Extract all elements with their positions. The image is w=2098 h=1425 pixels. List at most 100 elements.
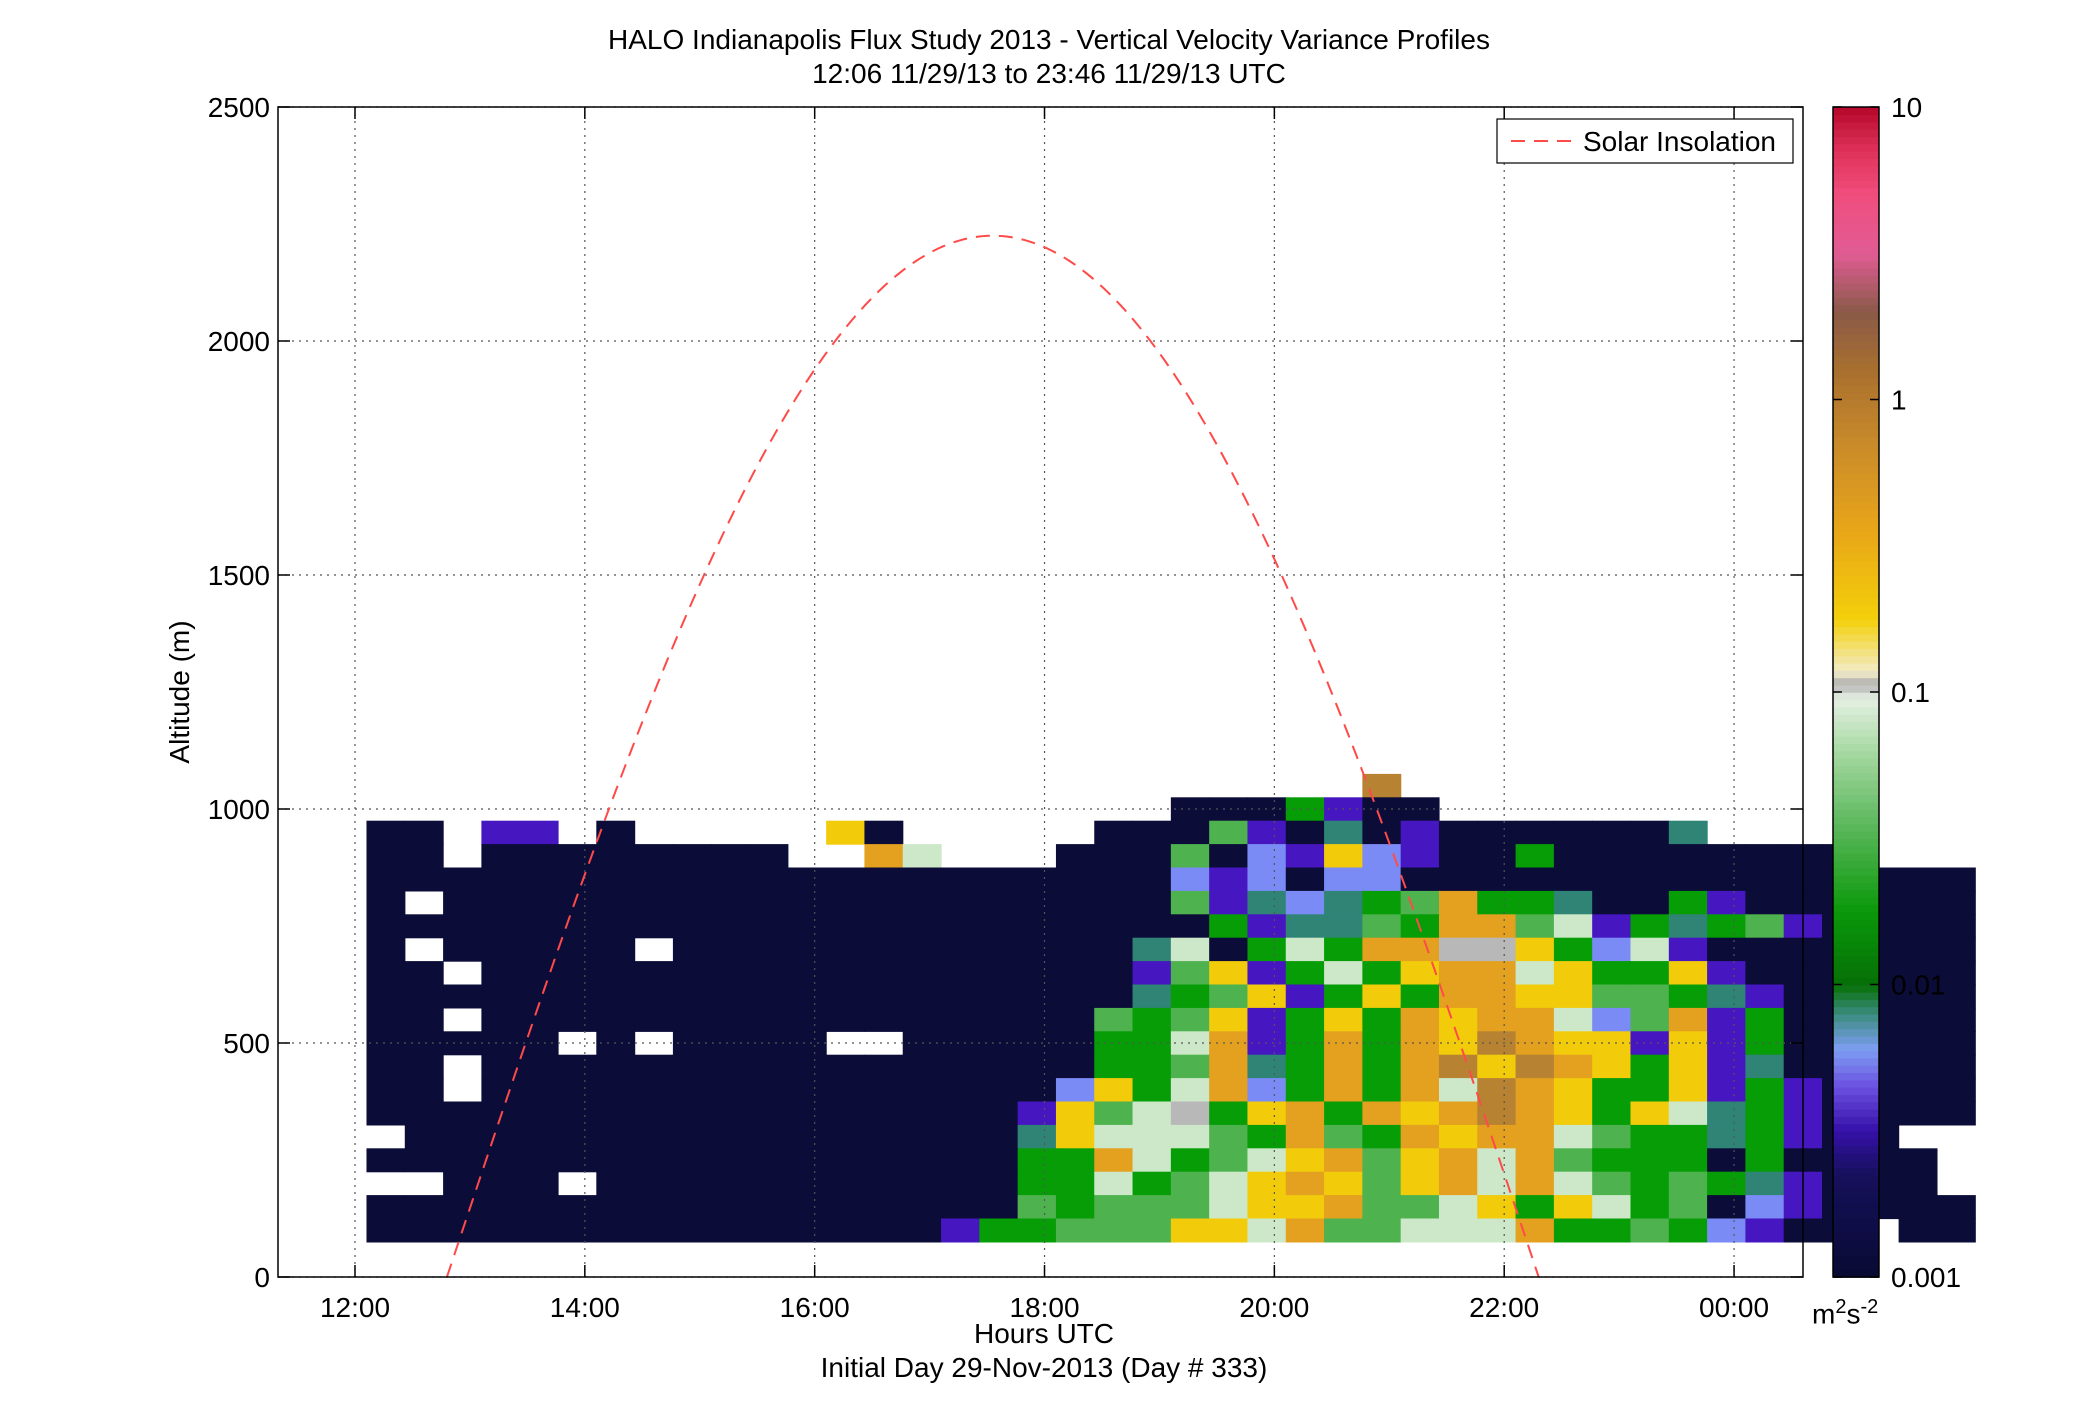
heatmap-cell <box>941 1148 980 1173</box>
heatmap-cell <box>787 1218 827 1243</box>
heatmap-cell <box>634 1007 674 1032</box>
heatmap-cell <box>558 937 597 962</box>
colorbar-segment <box>1833 860 1879 869</box>
colorbar-segment <box>1833 1101 1879 1110</box>
colorbar-segment <box>1833 421 1879 430</box>
colorbar-segment <box>1833 465 1879 474</box>
colorbar-segment <box>1833 670 1879 679</box>
heatmap-cell <box>596 914 636 939</box>
heatmap-cell <box>1170 1195 1210 1220</box>
heatmap-cell <box>634 961 674 986</box>
heatmap-cell <box>1400 1054 1440 1079</box>
heatmap-cell <box>558 914 597 939</box>
heatmap-cell <box>711 1124 751 1149</box>
heatmap-cell <box>1094 984 1134 1009</box>
colorbar-segment <box>1833 933 1879 942</box>
heatmap-cell <box>404 844 444 869</box>
colorbar-segment <box>1833 1006 1879 1015</box>
heatmap-cell <box>1132 1195 1172 1220</box>
heatmap-cell <box>1936 867 1976 892</box>
heatmap-cell <box>826 1195 866 1220</box>
heatmap-cell <box>1898 890 1938 915</box>
heatmap-cell <box>1477 937 1517 962</box>
heatmap-cell <box>1592 1101 1632 1126</box>
heatmap-cell <box>1515 867 1555 892</box>
colorbar-segment <box>1833 1086 1879 1095</box>
heatmap-cell <box>1592 1031 1632 1056</box>
colorbar-segment <box>1833 311 1879 320</box>
heatmap-cell <box>749 844 789 869</box>
heatmap-cell <box>1247 1148 1287 1173</box>
heatmap-cell <box>864 1195 904 1220</box>
colorbar-segment <box>1833 487 1879 496</box>
heatmap-cell <box>1285 890 1325 915</box>
heatmap-cell <box>1515 1031 1555 1056</box>
heatmap-cell <box>979 1078 1019 1103</box>
heatmap-cell <box>1707 844 1746 869</box>
heatmap-cell <box>1553 1171 1593 1196</box>
heatmap-cell <box>443 867 482 892</box>
heatmap-cell <box>404 914 444 939</box>
heatmap-cell <box>404 961 444 986</box>
colorbar-tick-label: 0.01 <box>1891 970 1946 1001</box>
heatmap-cell <box>1285 1054 1325 1079</box>
colorbar-segment <box>1833 882 1879 891</box>
heatmap-cell <box>1515 1148 1555 1173</box>
colorbar-segment <box>1833 1152 1879 1161</box>
heatmap-cell <box>1285 797 1325 822</box>
heatmap-cell <box>1898 1078 1938 1103</box>
colorbar-segment <box>1833 531 1879 540</box>
heatmap-cell <box>1477 984 1517 1009</box>
heatmap-cell <box>711 1007 751 1032</box>
heatmap-cell <box>1209 1078 1249 1103</box>
heatmap-cell <box>1477 1148 1517 1173</box>
colorbar-segment <box>1833 926 1879 935</box>
heatmap-cell <box>1055 984 1095 1009</box>
colorbar-segment <box>1833 509 1879 518</box>
heatmap-cell <box>1668 937 1708 962</box>
heatmap-cell <box>1094 1171 1134 1196</box>
heatmap-cell <box>864 1148 904 1173</box>
heatmap-cell <box>1017 1078 1057 1103</box>
colorbar-segment <box>1833 999 1879 1008</box>
heatmap-cell <box>1247 914 1287 939</box>
heatmap-cell <box>1936 1007 1976 1032</box>
colorbar-segment <box>1833 107 1879 116</box>
colorbar-segment <box>1833 1021 1879 1030</box>
heatmap-cell <box>1477 1195 1517 1220</box>
heatmap-cell <box>1438 1054 1478 1079</box>
colorbar-segment <box>1833 1072 1879 1081</box>
heatmap-cell <box>787 867 827 892</box>
heatmap-cell <box>864 1007 904 1032</box>
y-axis-label: Altitude (m) <box>164 620 195 764</box>
colorbar-segment <box>1833 348 1879 357</box>
colorbar-segment <box>1833 245 1879 255</box>
heatmap-cell <box>1438 890 1478 915</box>
heatmap-cell <box>902 1124 942 1149</box>
heatmap-cell <box>1630 961 1670 986</box>
heatmap-cell <box>711 1195 751 1220</box>
heatmap-cell <box>1170 867 1210 892</box>
colorbar-segment <box>1833 728 1879 737</box>
heatmap-cell <box>1362 1124 1402 1149</box>
colorbar-segment <box>1833 333 1879 342</box>
heatmap-cell <box>481 1195 521 1220</box>
colorbar-tick-label: 10 <box>1891 92 1922 123</box>
heatmap-cell <box>1055 1195 1095 1220</box>
heatmap-cell <box>1745 1124 1785 1149</box>
heatmap-cell <box>1668 1007 1708 1032</box>
heatmap-cell <box>711 1078 751 1103</box>
colorbar-segment <box>1833 216 1879 225</box>
heatmap-cell <box>1438 1031 1478 1056</box>
heatmap-cell <box>596 984 636 1009</box>
heatmap-cell <box>1745 867 1785 892</box>
heatmap-cell <box>1553 1148 1593 1173</box>
heatmap-cell <box>787 1148 827 1173</box>
heatmap-cell <box>1017 961 1057 986</box>
heatmap-cell <box>979 1101 1019 1126</box>
heatmap-cell <box>1553 1101 1593 1126</box>
heatmap-cell <box>1170 890 1210 915</box>
heatmap-cell <box>1515 1101 1555 1126</box>
heatmap-cell <box>1553 820 1593 845</box>
heatmap-cell <box>1707 1148 1746 1173</box>
